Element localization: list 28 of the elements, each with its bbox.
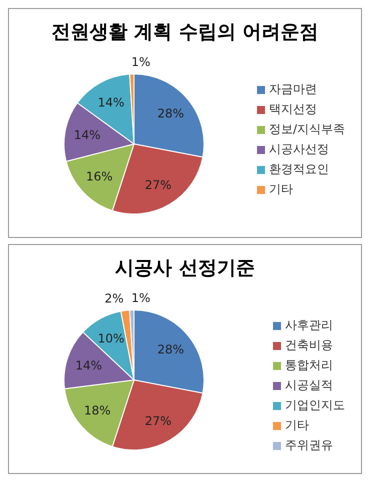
data-label: 14% (74, 128, 101, 142)
legend-label: 건축비용 (285, 338, 333, 352)
data-label: 1% (131, 55, 150, 70)
data-label: 28% (157, 106, 184, 121)
data-label: 16% (86, 170, 113, 184)
legend-label: 시공실적 (285, 378, 333, 392)
legend-label: 사후관리 (285, 318, 333, 332)
legend-label: 정보/지식부족 (268, 122, 345, 136)
legend-label: 주위권유 (285, 438, 333, 452)
data-label: 27% (144, 414, 172, 428)
chart-title: 전원생활 계획 수립의 어려운점 (50, 20, 320, 45)
data-label: 10% (98, 331, 124, 346)
data-label: 28% (157, 342, 184, 357)
data-label: 18% (84, 403, 111, 418)
legend-label: 기업인지도 (285, 398, 345, 412)
legend-label: 자금마련 (268, 82, 317, 96)
legend-label: 택지선정 (268, 102, 317, 116)
data-label: 27% (144, 178, 172, 192)
data-label: 14% (98, 95, 124, 110)
legend-label: 통합처리 (285, 358, 333, 372)
data-label: 2% (104, 292, 124, 306)
legend-label: 시공사선정 (268, 142, 329, 156)
data-label: 1% (131, 291, 150, 306)
data-label: 14% (75, 358, 102, 372)
legend-label: 환경적요인 (268, 162, 329, 176)
legend-label: 기타 (285, 418, 309, 432)
legend-label: 기타 (268, 182, 293, 196)
chart-title: 시공사 선정기준 (114, 256, 256, 281)
